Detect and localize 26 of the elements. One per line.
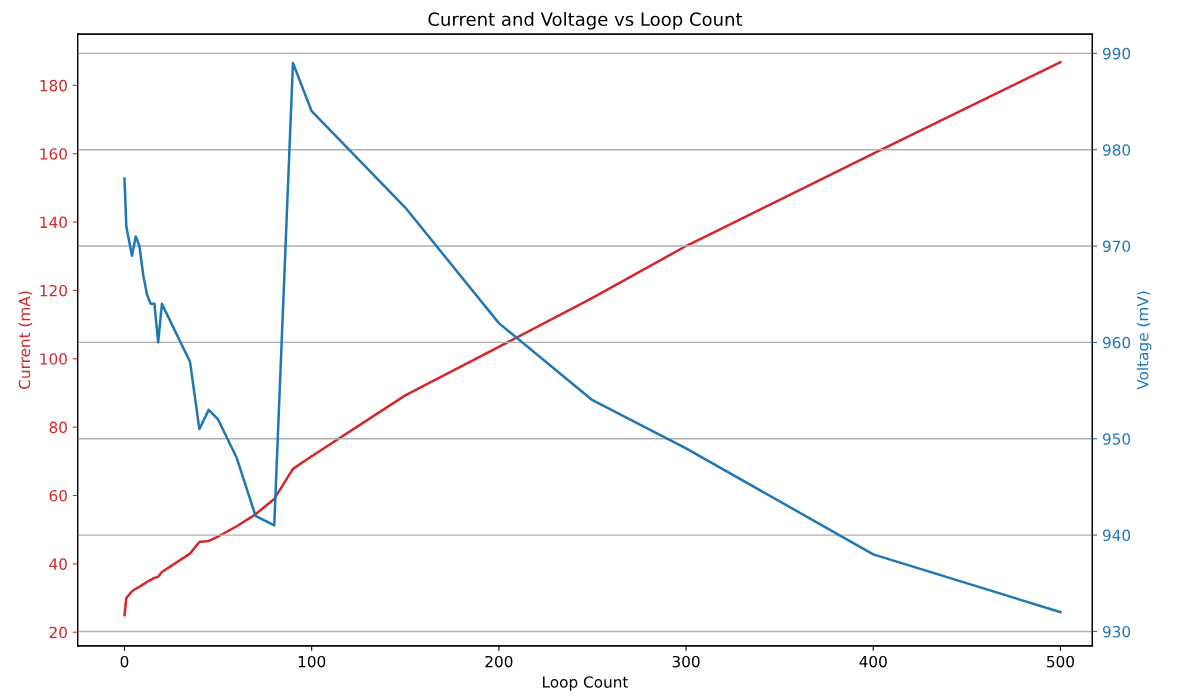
x-axis-title: Loop Count (543, 676, 629, 691)
y2-tick-label: 940 (1102, 529, 1131, 542)
y-tick-label: 120 (40, 284, 67, 297)
y2-tick-label: 960 (1102, 336, 1131, 349)
x-tick-label: 500 (1047, 655, 1074, 668)
y-tick-label: 180 (40, 79, 67, 92)
x-tick-label: 100 (298, 655, 326, 668)
y2-tick-label: 970 (1102, 240, 1131, 253)
y-tick-label: 100 (40, 353, 67, 365)
y-tick-label: 160 (40, 148, 67, 160)
x-tick-label: 300 (672, 655, 700, 668)
y-tick-label: 80 (49, 421, 67, 434)
y-tick-label: 60 (49, 489, 67, 502)
chart-title: Current and Voltage vs Loop Count (428, 12, 743, 30)
x-tick-label: 400 (859, 655, 887, 668)
x-tick-label: 0 (120, 655, 129, 668)
y-tick-label: 20 (49, 626, 67, 639)
y2-tick-label: 980 (1102, 144, 1131, 156)
y2-axis-title: Voltage (mV) (1136, 291, 1152, 390)
y2-tick-label: 930 (1102, 625, 1131, 638)
y-tick-label: 140 (40, 216, 67, 229)
x-tick-label: 200 (485, 655, 513, 668)
y2-tick-label: 950 (1102, 433, 1131, 445)
y-axis-title: Current (mA) (18, 291, 33, 389)
y-tick-label: 40 (49, 558, 67, 570)
y2-tick-label: 990 (1102, 47, 1131, 60)
